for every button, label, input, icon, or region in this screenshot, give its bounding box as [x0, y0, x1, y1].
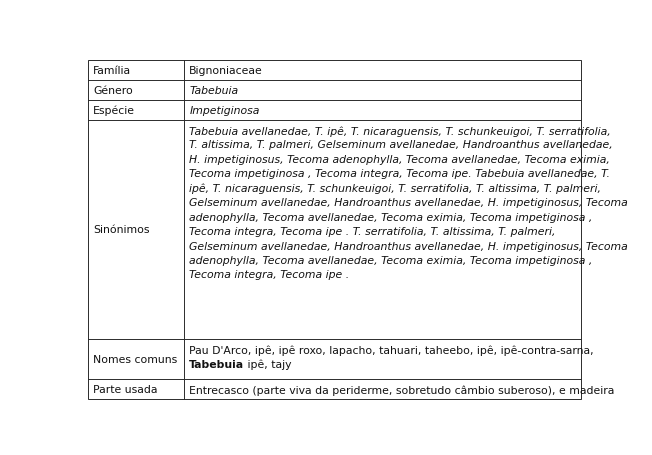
Text: adenophylla, Tecoma avellanedae, Tecoma eximia, Tecoma impetiginosa ,: adenophylla, Tecoma avellanedae, Tecoma … — [189, 255, 593, 265]
Text: Tabebuia avellanedae, T. ipê, T. nicaraguensis, T. schunkeuigoi, T. serratifolia: Tabebuia avellanedae, T. ipê, T. nicarag… — [189, 126, 611, 136]
Text: adenophylla, Tecoma avellanedae, Tecoma eximia, Tecoma impetiginosa ,: adenophylla, Tecoma avellanedae, Tecoma … — [189, 212, 593, 222]
Text: Gelseminum avellanedae, Handroanthus avellanedae, H. impetiginosus, Tecoma: Gelseminum avellanedae, Handroanthus ave… — [189, 198, 628, 208]
Text: Pau D'Arco, ipê, ipê roxo, lapacho, tahuari, taheebo, ipê, ipê-contra-sarna,: Pau D'Arco, ipê, ipê roxo, lapacho, tahu… — [189, 344, 594, 355]
Text: Família: Família — [93, 66, 131, 76]
Text: Parte usada: Parte usada — [93, 384, 158, 394]
Text: Sinónimos: Sinónimos — [93, 225, 149, 235]
Text: Impetiginosa: Impetiginosa — [189, 106, 259, 116]
Text: Tecoma impetiginosa , Tecoma integra, Tecoma ipe. Tabebuia avellanedae, T.: Tecoma impetiginosa , Tecoma integra, Te… — [189, 169, 610, 179]
Text: Bignoniaceae: Bignoniaceae — [189, 66, 263, 76]
Text: Nomes comuns: Nomes comuns — [93, 354, 177, 364]
Text: Género: Género — [93, 86, 133, 96]
Text: Tecoma integra, Tecoma ipe .: Tecoma integra, Tecoma ipe . — [189, 270, 349, 280]
Text: Gelseminum avellanedae, Handroanthus avellanedae, H. impetiginosus, Tecoma: Gelseminum avellanedae, Handroanthus ave… — [189, 241, 628, 251]
Text: ipê, T. nicaraguensis, T. schunkeuigoi, T. serratifolia, T. altissima, T. palmer: ipê, T. nicaraguensis, T. schunkeuigoi, … — [189, 183, 601, 194]
Text: Tabebuia: Tabebuia — [189, 359, 244, 369]
Text: Tecoma integra, Tecoma ipe . T. serratifolia, T. altissima, T. palmeri,: Tecoma integra, Tecoma ipe . T. serratif… — [189, 227, 556, 237]
Text: T. altissima, T. palmeri, Gelseminum avellanedae, Handroanthus avellanedae,: T. altissima, T. palmeri, Gelseminum ave… — [189, 140, 613, 150]
Text: Espécie: Espécie — [93, 105, 135, 116]
Text: ipê, tajy: ipê, tajy — [244, 359, 292, 369]
Text: Entrecasco (parte viva da periderme, sobretudo câmbio suberoso), e madeira: Entrecasco (parte viva da periderme, sob… — [189, 384, 615, 395]
Text: Tabebuia: Tabebuia — [189, 86, 239, 96]
Text: H. impetiginosus, Tecoma adenophylla, Tecoma avellanedae, Tecoma eximia,: H. impetiginosus, Tecoma adenophylla, Te… — [189, 155, 610, 165]
